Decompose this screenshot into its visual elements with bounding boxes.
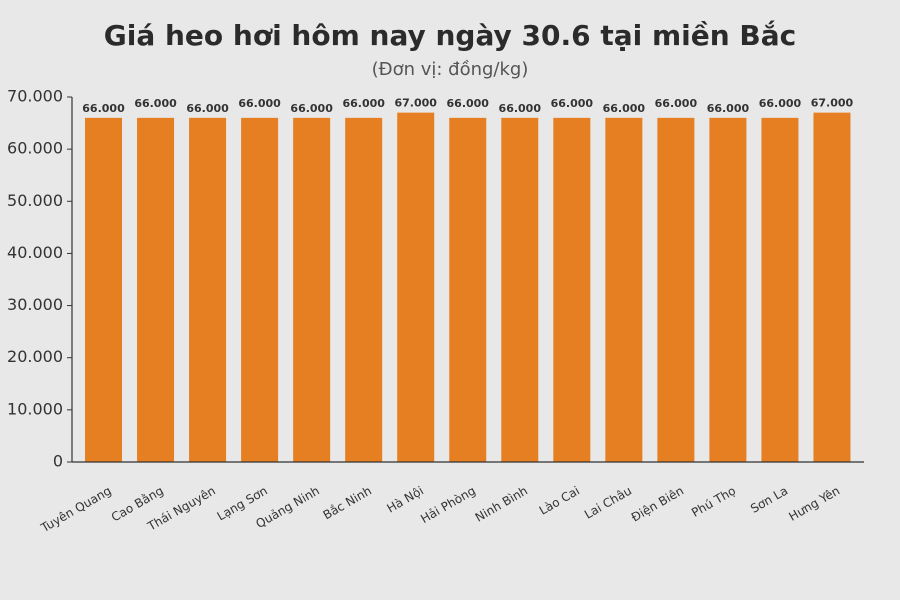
bar bbox=[761, 117, 799, 462]
y-tick-label: 60.000 bbox=[7, 139, 63, 158]
value-label: 66.000 bbox=[655, 97, 698, 110]
bar bbox=[85, 117, 123, 462]
y-tick-label: 50.000 bbox=[7, 191, 63, 210]
y-tick-label: 30.000 bbox=[7, 295, 63, 314]
chart-title: Giá heo hơi hôm nay ngày 30.6 tại miền B… bbox=[104, 19, 796, 52]
value-label: 66.000 bbox=[447, 97, 490, 110]
value-label: 66.000 bbox=[238, 97, 281, 110]
value-label: 66.000 bbox=[499, 102, 542, 115]
bar bbox=[137, 117, 175, 462]
bar bbox=[449, 117, 487, 462]
bar bbox=[189, 117, 227, 462]
value-label: 66.000 bbox=[290, 102, 333, 115]
bar bbox=[293, 117, 331, 462]
bar bbox=[397, 112, 435, 463]
y-tick-label: 10.000 bbox=[7, 399, 63, 418]
value-label: 66.000 bbox=[707, 102, 750, 115]
y-tick-label: 20.000 bbox=[7, 347, 63, 366]
y-tick-label: 40.000 bbox=[7, 243, 63, 262]
value-label: 66.000 bbox=[603, 102, 646, 115]
bar bbox=[501, 117, 539, 462]
bar bbox=[241, 117, 279, 462]
bar bbox=[345, 117, 383, 462]
y-tick-label: 70.000 bbox=[7, 87, 63, 106]
value-label: 66.000 bbox=[134, 97, 177, 110]
value-label: 66.000 bbox=[186, 102, 229, 115]
bar bbox=[709, 117, 747, 462]
value-label: 67.000 bbox=[394, 97, 437, 110]
value-label: 66.000 bbox=[342, 97, 385, 110]
value-label: 66.000 bbox=[551, 97, 594, 110]
bar bbox=[813, 112, 851, 463]
value-label: 67.000 bbox=[811, 97, 854, 110]
chart-subtitle: (Đơn vị: đồng/kg) bbox=[372, 59, 529, 80]
bar bbox=[657, 117, 695, 462]
value-label: 66.000 bbox=[759, 97, 802, 110]
value-label: 66.000 bbox=[82, 102, 125, 115]
y-tick-label: 0 bbox=[53, 452, 63, 471]
bar bbox=[553, 117, 591, 462]
bar bbox=[605, 117, 643, 462]
